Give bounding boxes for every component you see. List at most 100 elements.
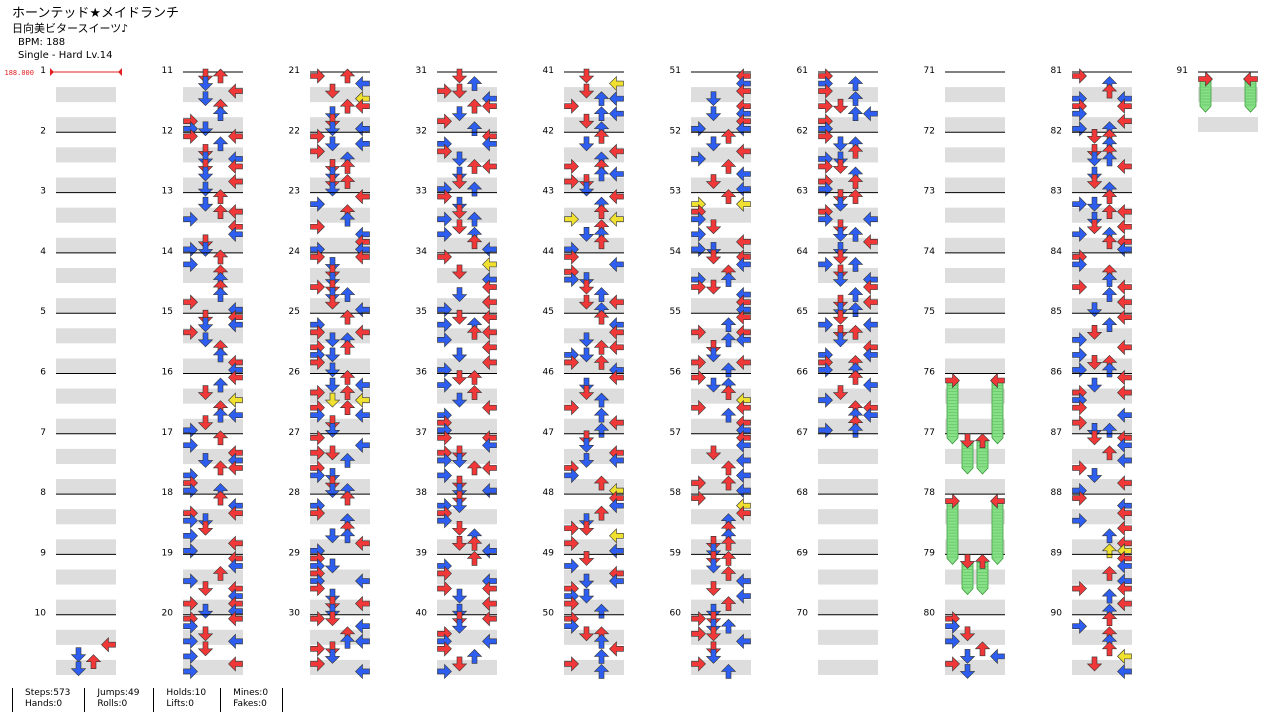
measure-13: 13 <box>162 187 243 258</box>
step-arrow <box>1101 204 1118 219</box>
beat-band <box>183 569 243 585</box>
measure-45: 45 <box>543 307 624 378</box>
beat-band <box>183 207 243 223</box>
measure-66: 66 <box>797 368 878 438</box>
step-arrow <box>705 581 722 596</box>
step-arrow <box>1072 415 1087 431</box>
step-arrow <box>736 467 751 484</box>
beat-band <box>183 539 243 555</box>
measure-number: 50 <box>543 609 555 619</box>
step-arrow <box>482 158 497 175</box>
measure-number: 81 <box>1051 66 1062 76</box>
step-arrow <box>736 196 751 212</box>
measure-number: 90 <box>1051 609 1063 619</box>
step-arrow <box>720 385 737 400</box>
step-arrow <box>974 433 991 449</box>
stats-bar: Steps:573 Hands:0 Jumps:49 Rolls:0 Holds… <box>12 688 284 712</box>
step-arrow <box>1117 294 1132 310</box>
step-arrow <box>1117 437 1132 454</box>
hold-note <box>959 433 976 475</box>
beat-band <box>56 509 116 525</box>
step-arrow <box>1101 151 1118 167</box>
step-arrow <box>593 648 610 664</box>
beat-band <box>437 328 497 344</box>
measure-32: 32 <box>416 126 497 197</box>
step-arrow <box>1101 362 1118 378</box>
step-arrow <box>609 143 624 160</box>
measure-36: 36 <box>416 368 497 438</box>
step-arrow <box>451 588 468 604</box>
beat-band <box>945 358 1005 374</box>
measure-number: 84 <box>1051 247 1063 257</box>
step-arrow <box>197 385 214 400</box>
beat-band <box>691 479 751 495</box>
step-arrow <box>197 76 214 91</box>
step-arrow <box>183 573 198 589</box>
step-arrow <box>339 528 356 544</box>
step-arrow <box>197 166 214 182</box>
step-arrow <box>564 595 579 612</box>
step-arrow <box>228 83 243 99</box>
step-arrow <box>339 98 356 114</box>
measure-71: 71 <box>924 66 1005 133</box>
step-arrow <box>310 324 325 340</box>
step-arrow <box>197 641 214 657</box>
step-arrow <box>183 437 198 454</box>
beat-band <box>564 358 624 374</box>
beat-band <box>437 298 497 314</box>
measure-number: 5 <box>40 307 46 317</box>
step-arrow <box>310 445 325 461</box>
step-arrow <box>847 106 864 121</box>
measure-20: 20 <box>162 609 243 680</box>
step-arrow <box>324 106 341 122</box>
step-arrow <box>593 128 610 144</box>
step-arrow <box>1101 317 1118 333</box>
step-arrow <box>609 452 624 469</box>
measure-17: 17 <box>162 428 243 499</box>
beat-band <box>437 117 497 133</box>
step-arrow <box>832 136 849 152</box>
song-title: ホーンテッド★メイドランチ <box>12 6 180 21</box>
step-arrow <box>1086 174 1103 189</box>
step-arrow <box>197 513 214 529</box>
measure-23: 23 <box>289 187 370 258</box>
step-arrow <box>578 438 595 453</box>
step-arrow <box>863 317 878 333</box>
step-arrow <box>212 377 229 393</box>
step-arrow <box>832 98 849 114</box>
measure-number: 46 <box>543 368 555 378</box>
step-arrow <box>228 158 243 175</box>
measure-number: 18 <box>162 488 174 498</box>
step-arrow <box>578 226 595 242</box>
beat-band <box>1072 147 1132 163</box>
step-arrow <box>324 136 341 152</box>
step-arrow <box>593 355 610 370</box>
step-arrow <box>183 324 198 340</box>
step-arrow <box>1086 129 1103 144</box>
step-arrow <box>451 475 468 491</box>
step-arrow <box>578 453 595 468</box>
beat-band <box>945 177 1005 193</box>
step-arrow <box>355 633 370 650</box>
beat-band <box>945 207 1005 223</box>
step-arrow <box>691 369 706 386</box>
step-arrow <box>720 618 737 634</box>
step-arrow <box>451 520 468 536</box>
step-arrow <box>437 143 452 160</box>
measure-72: 72 <box>924 126 1005 193</box>
step-arrow <box>70 647 87 663</box>
step-arrow <box>482 610 497 627</box>
hold-note <box>1243 71 1258 113</box>
step-arrow <box>691 151 706 167</box>
step-arrow <box>183 595 198 612</box>
step-arrow <box>466 181 483 197</box>
step-arrow <box>355 437 370 454</box>
stat-steps: Steps:573 <box>25 688 71 698</box>
measure-47: 47 <box>543 428 624 499</box>
step-arrow <box>578 347 595 363</box>
step-arrow <box>691 354 706 371</box>
measure-26: 26 <box>289 368 370 438</box>
beat-band <box>56 328 116 344</box>
beat-band <box>56 358 116 374</box>
song-header: ホーンテッド★メイドランチ 日向美ビタースイーツ♪ BPM: 188 Singl… <box>12 6 179 62</box>
